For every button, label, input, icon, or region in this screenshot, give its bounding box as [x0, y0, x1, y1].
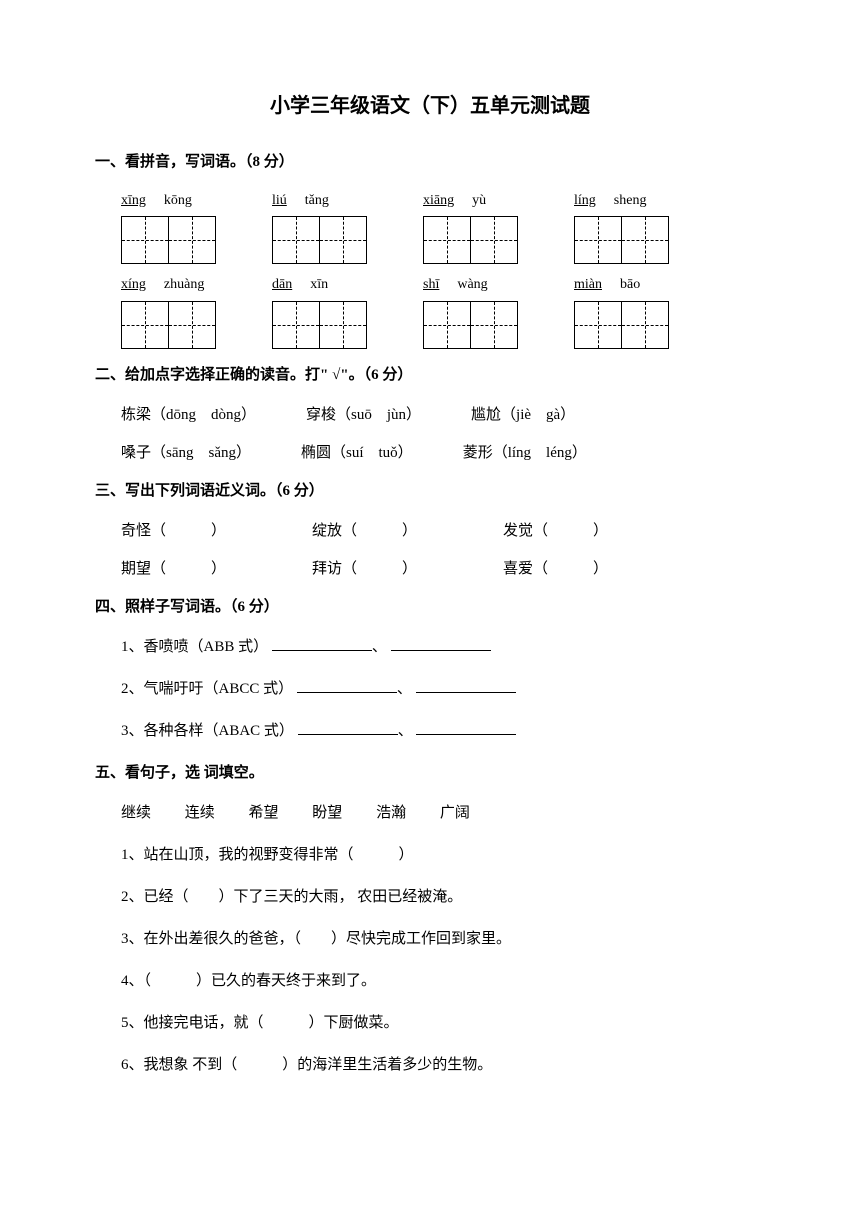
- pinyin-group: dānxīn: [272, 274, 365, 348]
- pinyin-syllable: shī: [423, 274, 439, 296]
- fill-blank[interactable]: [297, 679, 397, 693]
- char-box[interactable]: [272, 301, 320, 349]
- char-box[interactable]: [168, 301, 216, 349]
- sentence-item: 5、他接完电话，就（ ）下厨做菜。: [95, 1011, 765, 1035]
- pinyin-group: xíng zhuàng: [121, 274, 214, 348]
- section2-header: 二、给加点字选择正确的读音。打" √"。（6 分）: [95, 363, 765, 387]
- pinyin-row-1: xīng kōng liú tǎng xiāngyù líng sheng: [95, 190, 765, 264]
- sentence-item: 2、已经（ ）下了三天的大雨， 农田已经被淹。: [95, 885, 765, 909]
- pronunciation-item: 尴尬（jiè gà）: [471, 403, 575, 427]
- pronunciation-item: 栋梁（dōng dòng）: [121, 403, 256, 427]
- pinyin-syllable: yù: [472, 190, 486, 212]
- pinyin-syllable: sheng: [614, 190, 647, 212]
- pinyin-syllable: líng: [574, 190, 596, 212]
- char-box[interactable]: [168, 216, 216, 264]
- synonym-item: 喜爱（ ）: [503, 557, 608, 581]
- char-box[interactable]: [121, 301, 169, 349]
- pattern-item: 2、气喘吁吁（ABCC 式） 、: [95, 677, 765, 701]
- char-box[interactable]: [319, 216, 367, 264]
- fill-blank[interactable]: [391, 637, 491, 651]
- word-option: 广阔: [440, 805, 470, 821]
- fill-blank[interactable]: [298, 721, 398, 735]
- pinyin-group: líng sheng: [574, 190, 667, 264]
- char-box[interactable]: [319, 301, 367, 349]
- section3-row-2: 期望（ ） 拜访（ ） 喜爱（ ）: [95, 557, 765, 581]
- pinyin-row-2: xíng zhuàng dānxīn shī wàng miànbāo: [95, 274, 765, 348]
- page-title: 小学三年级语文（下）五单元测试题: [95, 90, 765, 122]
- synonym-item: 发觉（ ）: [503, 519, 608, 543]
- sentence-item: 1、站在山顶，我的视野变得非常（ ）: [95, 843, 765, 867]
- section3-header: 三、写出下列词语近义词。（6 分）: [95, 479, 765, 503]
- char-box[interactable]: [470, 216, 518, 264]
- section3-row-1: 奇怪（ ） 绽放（ ） 发觉（ ）: [95, 519, 765, 543]
- char-box[interactable]: [423, 216, 471, 264]
- char-box[interactable]: [423, 301, 471, 349]
- pronunciation-item: 菱形（líng léng）: [463, 441, 587, 465]
- fill-blank[interactable]: [416, 721, 516, 735]
- char-box[interactable]: [272, 216, 320, 264]
- word-option: 希望: [249, 805, 279, 821]
- word-option: 盼望: [312, 805, 342, 821]
- word-option: 浩瀚: [376, 805, 406, 821]
- pinyin-syllable: xīng: [121, 190, 146, 212]
- pinyin-group: miànbāo: [574, 274, 667, 348]
- pinyin-group: liú tǎng: [272, 190, 365, 264]
- section2-row-2: 嗓子（sāng sǎng） 椭圆（suí tuǒ） 菱形（líng léng）: [95, 441, 765, 465]
- synonym-item: 期望（ ）: [121, 557, 226, 581]
- word-option: 继续: [121, 805, 151, 821]
- char-box[interactable]: [470, 301, 518, 349]
- char-box[interactable]: [121, 216, 169, 264]
- synonym-item: 奇怪（ ）: [121, 519, 226, 543]
- pinyin-syllable: bāo: [620, 274, 640, 296]
- char-box[interactable]: [574, 216, 622, 264]
- pinyin-syllable: miàn: [574, 274, 602, 296]
- pinyin-group: shī wàng: [423, 274, 516, 348]
- pinyin-group: xiāngyù: [423, 190, 516, 264]
- char-box[interactable]: [621, 216, 669, 264]
- pinyin-syllable: tǎng: [305, 190, 329, 212]
- char-box[interactable]: [574, 301, 622, 349]
- pattern-label: 3、各种各样（ABAC 式）: [121, 723, 294, 739]
- pinyin-syllable: zhuàng: [164, 274, 204, 296]
- synonym-item: 绽放（ ）: [312, 519, 417, 543]
- fill-blank[interactable]: [272, 637, 372, 651]
- pinyin-syllable: wàng: [457, 274, 487, 296]
- section5-header: 五、看句子，选 词填空。: [95, 761, 765, 785]
- sentence-item: 6、我想象 不到（ ）的海洋里生活着多少的生物。: [95, 1053, 765, 1077]
- synonym-item: 拜访（ ）: [312, 557, 417, 581]
- pattern-label: 1、香喷喷（ABB 式）: [121, 639, 268, 655]
- char-box[interactable]: [621, 301, 669, 349]
- fill-blank[interactable]: [416, 679, 516, 693]
- pinyin-syllable: dān: [272, 274, 292, 296]
- pronunciation-item: 椭圆（suí tuǒ）: [301, 441, 413, 465]
- pinyin-group: xīng kōng: [121, 190, 214, 264]
- pinyin-syllable: liú: [272, 190, 287, 212]
- pattern-label: 2、气喘吁吁（ABCC 式）: [121, 681, 293, 697]
- pronunciation-item: 嗓子（sāng sǎng）: [121, 441, 251, 465]
- pronunciation-item: 穿梭（suō jùn）: [306, 403, 421, 427]
- word-bank: 继续 连续 希望 盼望 浩瀚 广阔: [95, 801, 765, 825]
- section4-header: 四、照样子写词语。（6 分）: [95, 595, 765, 619]
- sentence-item: 3、在外出差很久的爸爸，（ ）尽快完成工作回到家里。: [95, 927, 765, 951]
- section1-content: xīng kōng liú tǎng xiāngyù líng sheng xíngz…: [95, 190, 765, 349]
- pattern-item: 1、香喷喷（ABB 式） 、: [95, 635, 765, 659]
- word-option: 连续: [185, 805, 215, 821]
- pinyin-syllable: xīn: [310, 274, 328, 296]
- pinyin-syllable: xíng: [121, 274, 146, 296]
- pattern-item: 3、各种各样（ABAC 式） 、: [95, 719, 765, 743]
- pinyin-syllable: kōng: [164, 190, 192, 212]
- sentence-item: 4、（ ）已久的春天终于来到了。: [95, 969, 765, 993]
- section1-header: 一、看拼音，写词语。（8 分）: [95, 150, 765, 174]
- pinyin-syllable: xiāng: [423, 190, 454, 212]
- section2-row-1: 栋梁（dōng dòng） 穿梭（suō jùn） 尴尬（jiè gà）: [95, 403, 765, 427]
